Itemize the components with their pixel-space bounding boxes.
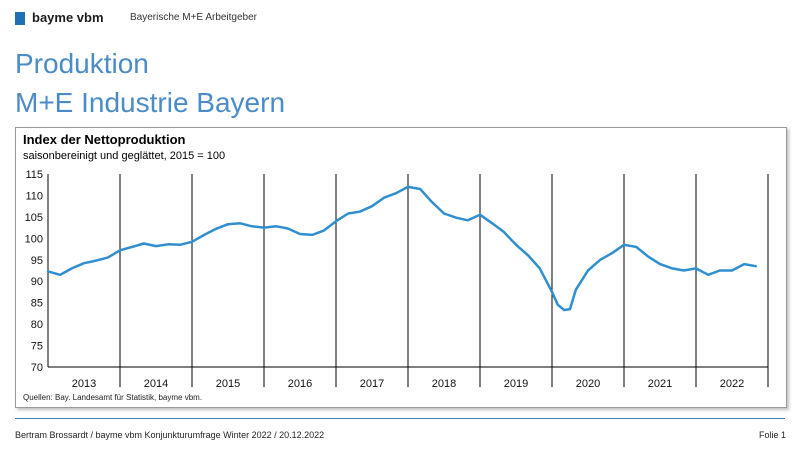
footer-page-number: Folie 1	[758, 430, 786, 440]
brand-name: bayme vbm	[32, 10, 104, 25]
x-tick-label: 2018	[432, 378, 456, 390]
brand-tagline: Bayerische M+E Arbeitgeber	[130, 12, 258, 23]
chart-subtitle: saisonbereinigt und geglättet, 2015 = 10…	[23, 150, 226, 162]
x-tick-label: 2022	[720, 378, 744, 390]
y-tick-label: 95	[31, 255, 43, 267]
x-tick-label: 2016	[288, 378, 312, 390]
y-tick-label: 90	[31, 276, 43, 288]
y-tick-label: 100	[25, 233, 43, 245]
y-tick-label: 70	[31, 362, 43, 374]
chart-frame	[15, 127, 787, 408]
x-tick-label: 2014	[144, 378, 168, 390]
slide-subtitle: M+E Industrie Bayern	[15, 87, 286, 118]
chart-title: Index der Nettoproduktion	[23, 132, 186, 147]
x-tick-label: 2021	[648, 378, 672, 390]
x-tick-label: 2013	[72, 378, 96, 390]
y-tick-label: 105	[25, 212, 43, 224]
chart-source: Quellen: Bay. Landesamt für Statistik, b…	[23, 393, 203, 402]
y-tick-label: 75	[31, 341, 43, 353]
series-line	[46, 185, 758, 312]
y-tick-label: 85	[31, 298, 43, 310]
footer-text: Bertram Brossardt / bayme vbm Konjunktur…	[15, 430, 325, 440]
y-tick-label: 80	[31, 319, 43, 331]
slide-title: Produktion	[15, 48, 149, 79]
x-tick-label: 2020	[576, 378, 600, 390]
x-tick-label: 2019	[504, 378, 528, 390]
y-tick-label: 110	[25, 190, 43, 202]
brand-logo-mark	[15, 12, 25, 25]
y-tick-label: 115	[25, 169, 43, 181]
footer-divider	[15, 418, 785, 419]
x-tick-label: 2015	[216, 378, 240, 390]
x-tick-label: 2017	[360, 378, 384, 390]
